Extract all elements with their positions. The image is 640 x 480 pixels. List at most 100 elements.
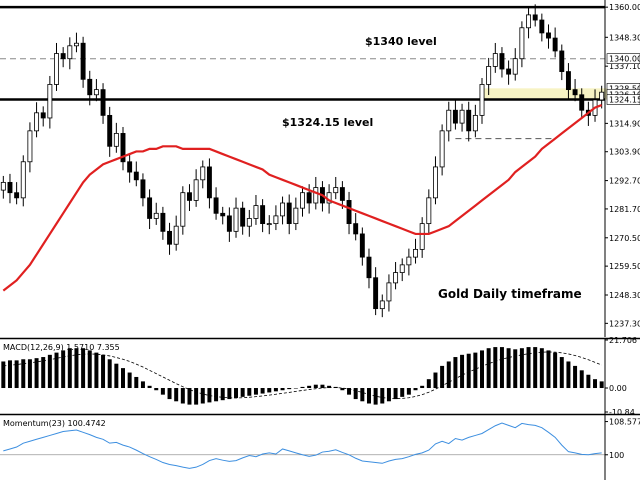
resistance-zone	[482, 88, 640, 100]
candle-body	[413, 248, 418, 258]
price-tick-label: 1270.50	[609, 234, 640, 243]
macd-bar	[519, 348, 524, 389]
macd-bar	[160, 388, 165, 395]
macd-bar	[167, 388, 172, 400]
macd-bar	[273, 388, 278, 392]
candle-body	[87, 78, 93, 96]
candle-body	[559, 50, 565, 72]
macd-bar	[546, 350, 551, 389]
level-annotation-1340: $1340 level	[365, 35, 437, 48]
macd-bar	[147, 385, 152, 389]
macd-bar	[27, 359, 32, 389]
macd-bar	[533, 347, 538, 389]
price-tick-label: 1348.30	[609, 33, 640, 42]
candle-body	[486, 66, 492, 85]
macd-bar	[573, 365, 578, 389]
candle-body	[54, 53, 59, 85]
candle-body	[233, 207, 239, 232]
candle-body	[446, 109, 452, 132]
candle-body	[173, 225, 179, 245]
candle-body	[246, 218, 252, 227]
macd-bar	[486, 348, 491, 389]
candle-body	[193, 179, 199, 201]
macd-bar	[61, 350, 66, 389]
macd-bar	[599, 381, 604, 389]
candle-body	[479, 84, 485, 116]
macd-bar	[400, 388, 405, 397]
macd-bar	[180, 388, 185, 404]
macd-bar	[21, 359, 26, 389]
macd-bar	[247, 388, 252, 396]
macd-bar	[440, 365, 445, 389]
candle-body	[572, 89, 578, 96]
macd-bar	[34, 358, 39, 389]
candle-body	[433, 166, 438, 199]
candle-body	[220, 212, 226, 217]
price-tick-label: 1248.30	[609, 291, 640, 300]
candle-body	[7, 181, 13, 194]
candle-body	[73, 42, 79, 47]
macd-bar	[194, 388, 199, 405]
macd-label: MACD(12,26,9) 1.5710 7.355	[3, 343, 120, 352]
candle-body	[359, 233, 365, 258]
macd-bar	[386, 388, 391, 402]
candle-body	[93, 89, 99, 96]
candle-body	[379, 300, 385, 310]
macd-bar	[340, 388, 345, 391]
macd-bar	[267, 388, 272, 393]
candle-body	[266, 223, 272, 226]
macd-bar	[506, 348, 511, 389]
candle-body	[579, 94, 585, 111]
candle-body	[60, 53, 66, 60]
macd-bar	[353, 388, 358, 400]
candle-body	[526, 14, 532, 29]
macd-bar	[366, 388, 371, 404]
candle-body	[532, 14, 538, 21]
macd-bar	[413, 388, 418, 391]
candle-body	[200, 166, 206, 181]
macd-bar	[559, 357, 564, 389]
candle-body	[240, 207, 246, 227]
candle-body	[300, 192, 305, 209]
candle-body	[333, 187, 339, 194]
momentum-line	[3, 422, 602, 469]
macd-bar	[453, 357, 458, 389]
macd-bar	[313, 384, 318, 389]
candle-body	[67, 45, 73, 60]
candle-body	[253, 205, 259, 219]
candle-body	[353, 223, 359, 235]
candle-body	[306, 192, 312, 204]
macd-bar	[493, 347, 498, 389]
macd-bar	[214, 388, 219, 402]
candle-body	[459, 109, 465, 124]
macd-bar	[227, 388, 232, 400]
candle-body	[47, 84, 53, 119]
candle-body	[293, 207, 299, 225]
candle-body	[439, 130, 445, 168]
macd-bar	[220, 388, 225, 401]
candle-body	[346, 200, 352, 225]
candle-body	[0, 181, 6, 191]
candle-body	[499, 53, 505, 70]
macd-tick-label: 21.706	[609, 336, 637, 345]
macd-bar	[253, 388, 258, 395]
macd-bar	[174, 388, 179, 402]
momentum-label: Momentum(23) 100.4742	[3, 419, 106, 428]
macd-bar	[307, 385, 312, 389]
candle-body	[27, 130, 33, 163]
candle-body	[14, 192, 20, 199]
moving-average-line	[2, 104, 603, 292]
candle-body	[147, 197, 153, 219]
candle-body	[226, 215, 232, 232]
candle-body	[539, 19, 545, 34]
macd-bar	[460, 354, 465, 389]
macd-bar	[14, 360, 19, 389]
candle-body	[426, 197, 432, 225]
candle-body	[206, 166, 212, 199]
macd-bar	[67, 348, 72, 389]
price-tag-label: 1324.15	[609, 96, 640, 105]
level-annotation-1324: $1324.15 level	[282, 116, 373, 129]
candle-body	[452, 109, 458, 124]
candle-body	[127, 161, 133, 173]
